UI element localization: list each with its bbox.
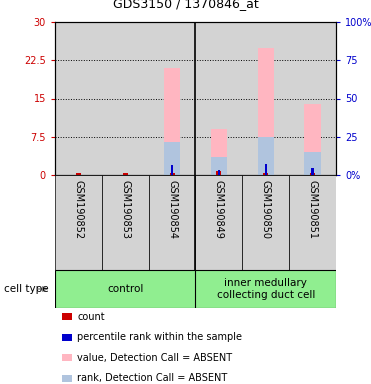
Bar <box>164 142 180 175</box>
Bar <box>102 22 149 175</box>
Bar <box>211 129 227 175</box>
Bar <box>289 175 336 270</box>
Bar <box>196 22 242 175</box>
Text: GSM190853: GSM190853 <box>120 180 130 239</box>
Bar <box>102 175 149 270</box>
Text: count: count <box>77 312 105 322</box>
Text: GDS3150 / 1370846_at: GDS3150 / 1370846_at <box>113 0 258 10</box>
Bar <box>289 22 336 175</box>
Text: GSM190851: GSM190851 <box>308 180 318 239</box>
Bar <box>171 165 173 175</box>
Bar <box>242 175 289 270</box>
Bar <box>310 174 315 175</box>
Bar <box>149 22 196 175</box>
Bar <box>55 270 196 308</box>
Bar <box>257 48 274 175</box>
Bar <box>257 137 274 175</box>
Text: GSM190854: GSM190854 <box>167 180 177 239</box>
Bar <box>304 104 321 175</box>
Text: GSM190849: GSM190849 <box>214 180 224 238</box>
Bar <box>149 175 196 270</box>
Text: rank, Detection Call = ABSENT: rank, Detection Call = ABSENT <box>77 373 227 383</box>
Text: GSM190852: GSM190852 <box>73 180 83 239</box>
Text: percentile rank within the sample: percentile rank within the sample <box>77 332 242 342</box>
Bar <box>196 270 336 308</box>
Bar <box>218 170 220 175</box>
Text: control: control <box>107 284 144 294</box>
Bar <box>123 174 128 175</box>
Bar <box>164 68 180 175</box>
Bar <box>265 164 267 175</box>
Bar <box>55 22 102 175</box>
Bar <box>242 22 289 175</box>
Bar <box>311 168 314 175</box>
Text: GSM190850: GSM190850 <box>261 180 271 239</box>
Bar <box>211 157 227 175</box>
Text: value, Detection Call = ABSENT: value, Detection Call = ABSENT <box>77 353 232 363</box>
Bar <box>170 173 174 175</box>
Text: cell type: cell type <box>4 284 48 294</box>
Bar <box>304 152 321 175</box>
Bar <box>216 171 221 175</box>
Text: inner medullary
collecting duct cell: inner medullary collecting duct cell <box>217 278 315 300</box>
Bar <box>263 173 268 175</box>
Bar <box>196 175 242 270</box>
Bar <box>76 174 81 175</box>
Bar <box>55 175 102 270</box>
